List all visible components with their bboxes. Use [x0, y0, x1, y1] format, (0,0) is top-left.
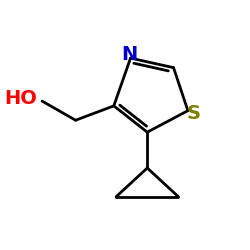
Text: N: N [121, 45, 138, 64]
Text: HO: HO [4, 89, 37, 108]
Text: S: S [187, 104, 201, 122]
